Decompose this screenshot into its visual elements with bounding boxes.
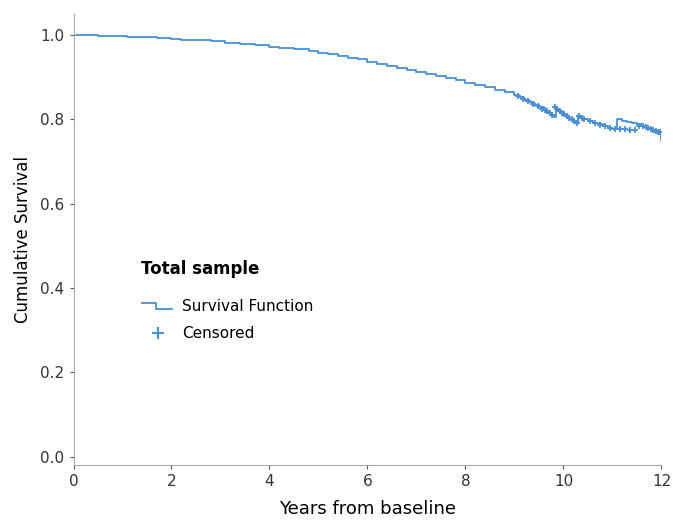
X-axis label: Years from baseline: Years from baseline	[279, 500, 456, 518]
Text: Survival Function: Survival Function	[182, 298, 314, 314]
Y-axis label: Cumulative Survival: Cumulative Survival	[14, 156, 32, 323]
Text: Censored: Censored	[182, 326, 255, 341]
Text: Total sample: Total sample	[141, 260, 260, 278]
